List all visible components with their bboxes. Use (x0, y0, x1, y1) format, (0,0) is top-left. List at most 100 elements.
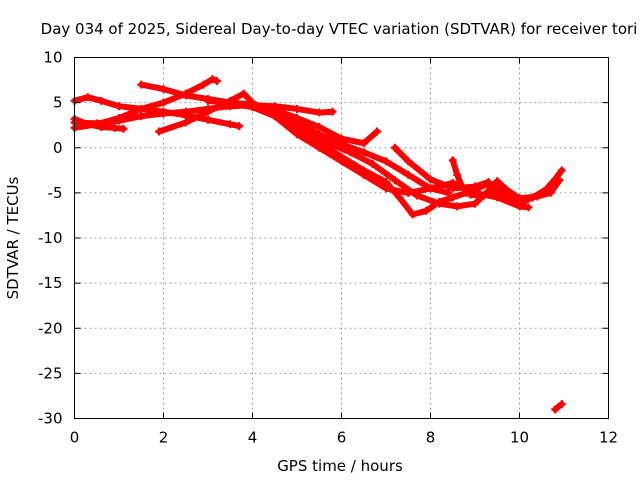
data-point (226, 99, 235, 108)
data-point (448, 156, 457, 165)
x-tick-label: 6 (337, 429, 347, 447)
data-point (426, 184, 435, 193)
data-point (159, 109, 168, 118)
y-tick-label: -5 (48, 184, 63, 202)
data-point (315, 143, 324, 152)
data-point (181, 91, 190, 100)
data-point (137, 112, 146, 121)
data-series (70, 75, 566, 414)
data-point (257, 104, 266, 113)
data-point (546, 188, 555, 197)
data-point (422, 206, 431, 215)
y-tick-label: 0 (53, 139, 63, 157)
data-point (337, 157, 346, 166)
y-tick-label: -15 (38, 274, 63, 292)
data-point (119, 124, 128, 133)
data-point (453, 170, 462, 179)
x-tick-label: 4 (248, 429, 258, 447)
data-point (395, 193, 404, 202)
data-point (159, 85, 168, 94)
data-point (115, 102, 123, 111)
x-tick-label: 10 (510, 429, 529, 447)
data-point (97, 96, 106, 105)
data-point (557, 400, 566, 409)
data-point (181, 107, 190, 116)
data-point (390, 176, 399, 185)
data-point (208, 75, 217, 84)
data-point (159, 98, 168, 107)
data-point (466, 190, 475, 199)
y-tick-label: -20 (38, 319, 63, 337)
data-point (448, 193, 457, 202)
data-point (557, 166, 566, 175)
data-point (293, 113, 301, 122)
data-point (502, 185, 511, 194)
data-point (235, 122, 244, 131)
data-point (92, 119, 101, 128)
x-tick-label: 8 (426, 429, 436, 447)
data-point (408, 210, 417, 219)
data-point (404, 170, 413, 179)
data-point (212, 76, 221, 85)
axis-ticks (74, 57, 609, 419)
data-point (315, 122, 324, 131)
data-point (390, 143, 399, 152)
y-tick-label: 10 (43, 49, 62, 67)
y-tick-label: -30 (38, 410, 63, 428)
data-point (293, 130, 301, 139)
data-point (551, 405, 560, 414)
data-point (137, 80, 146, 89)
x-tick-label: 12 (599, 429, 618, 447)
data-point (199, 80, 208, 89)
data-point (457, 181, 466, 190)
y-tick-label: -25 (38, 364, 63, 382)
data-point (137, 104, 146, 113)
data-point (471, 199, 479, 208)
x-tick-label: 0 (70, 429, 80, 447)
data-point (337, 134, 346, 143)
data-point (555, 176, 564, 185)
data-point (315, 108, 324, 117)
data-point (301, 127, 310, 136)
y-tick-labels: 10 5 0 -5 -10 -15 -20 -25 -30 (38, 49, 63, 428)
data-point (248, 102, 257, 111)
y-tick-label: 5 (53, 94, 63, 112)
data-point (497, 188, 506, 197)
y-tick-label: -10 (38, 229, 63, 247)
data-point (359, 148, 368, 157)
data-point (444, 188, 453, 197)
data-point (83, 93, 92, 102)
data-point (293, 104, 301, 113)
data-point (110, 123, 119, 132)
data-point (239, 89, 248, 98)
data-point (533, 192, 542, 201)
grid-lines (74, 57, 609, 419)
y-axis-label: SDTVAR / TECUs (4, 176, 22, 299)
data-point (435, 199, 444, 208)
x-tick-labels: 0 2 4 6 8 10 12 (70, 429, 618, 447)
data-point (453, 202, 462, 211)
data-point (346, 148, 355, 157)
chart-title: Day 034 of 2025, Sidereal Day-to-day VTE… (41, 20, 638, 38)
data-point (515, 194, 524, 203)
data-point (382, 184, 390, 193)
data-point (471, 182, 479, 191)
data-point (373, 127, 382, 136)
data-point (181, 118, 190, 127)
data-point (324, 139, 333, 148)
data-point (279, 114, 288, 123)
data-point (484, 178, 493, 187)
data-point (204, 115, 212, 124)
data-point (413, 191, 422, 200)
data-point (404, 157, 413, 166)
data-point (359, 139, 368, 148)
data-point (524, 203, 533, 212)
data-point (155, 127, 164, 136)
data-point (426, 175, 435, 184)
data-point (368, 159, 377, 168)
data-point (479, 191, 488, 200)
series-track-5 (138, 81, 452, 196)
data-point (382, 157, 390, 166)
data-point (328, 107, 337, 116)
series-track-1 (71, 94, 243, 130)
